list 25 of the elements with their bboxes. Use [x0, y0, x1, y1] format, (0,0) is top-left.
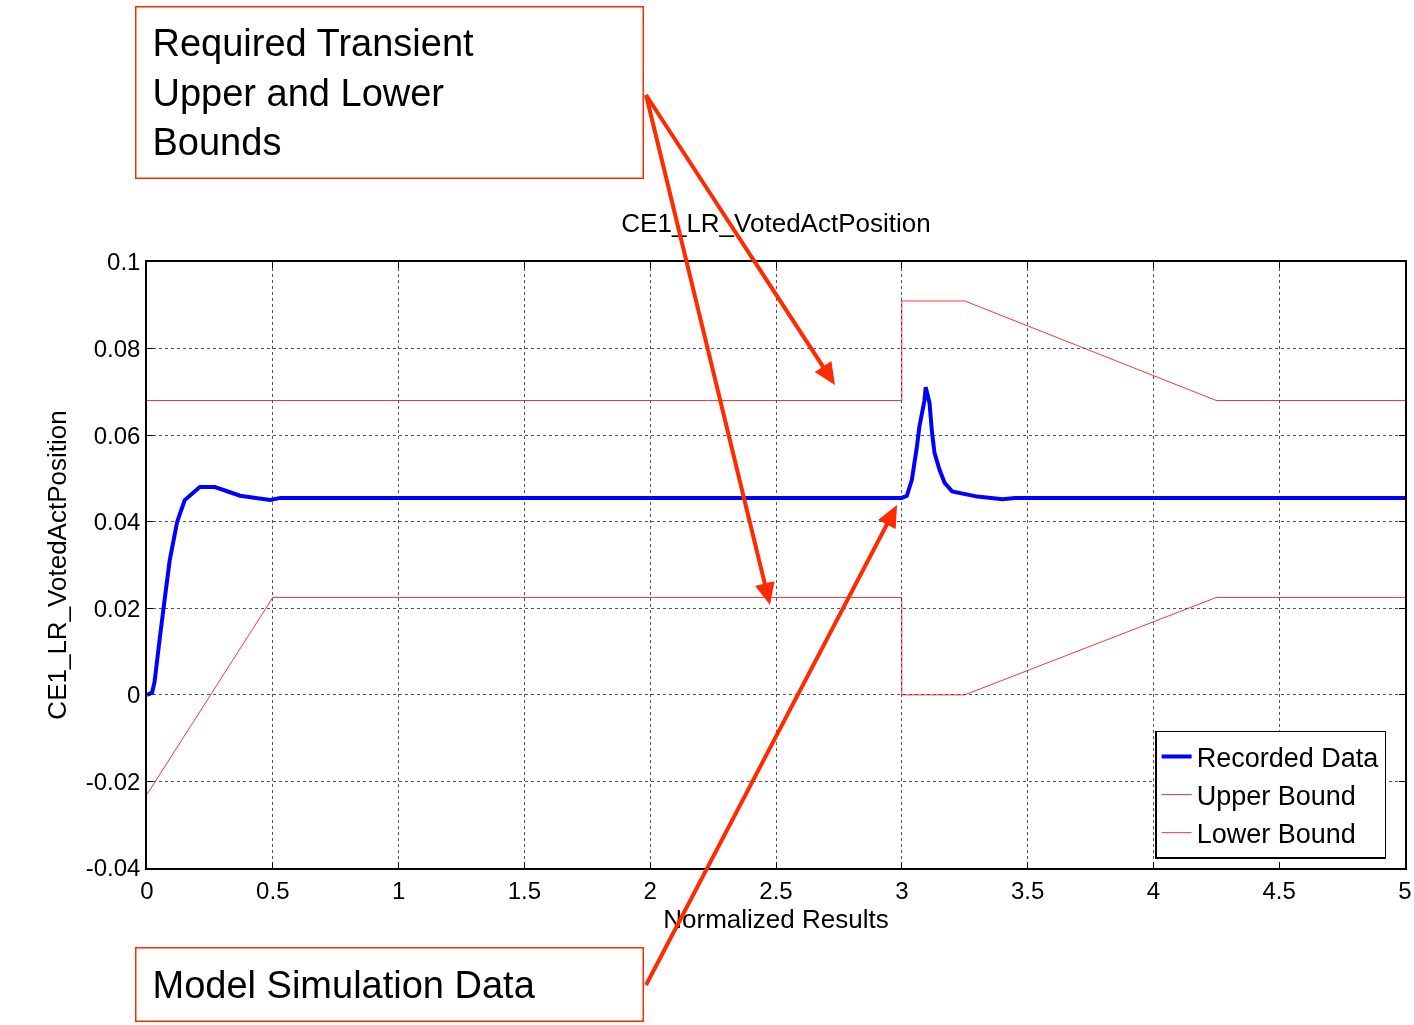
x-tick-label: 1 — [391, 876, 406, 904]
x-tick-label: 3 — [895, 876, 909, 904]
x-tick-label: 2 — [643, 876, 657, 904]
x-tick-label: 4 — [1146, 876, 1161, 904]
line-series — [147, 385, 1405, 697]
x-tick-label: 3.5 — [1010, 876, 1045, 904]
y-tick-label: 0.08 — [93, 334, 141, 362]
y-tick-label: 0 — [127, 681, 141, 709]
y-tick-label: 0.02 — [93, 594, 141, 622]
legend-label: Lower Bound — [1196, 819, 1356, 850]
x-tick-label: 1.5 — [507, 876, 542, 904]
text: Required Transient Upper and Lower Bounds — [152, 22, 475, 163]
y-axis-title: CE1_LR_VotedActPosition — [41, 410, 72, 720]
y-tick-label: 0.1 — [107, 248, 141, 276]
legend-label: Recorded Data — [1196, 742, 1380, 773]
x-tick-label: 2.5 — [759, 876, 793, 904]
y-tick-label: -0.04 — [85, 854, 141, 882]
x-tick-label: 4.5 — [1262, 876, 1296, 904]
x-tick-label: 5 — [1398, 876, 1412, 904]
y-tick-label: 0.04 — [93, 508, 141, 536]
text: Model Simulation Data — [152, 963, 536, 1006]
legend-label: Upper Bound — [1196, 781, 1356, 812]
y-tick-label: -0.02 — [85, 767, 141, 795]
x-tick-label: 0.5 — [256, 876, 290, 904]
y-tick-label: 0.06 — [93, 421, 141, 449]
